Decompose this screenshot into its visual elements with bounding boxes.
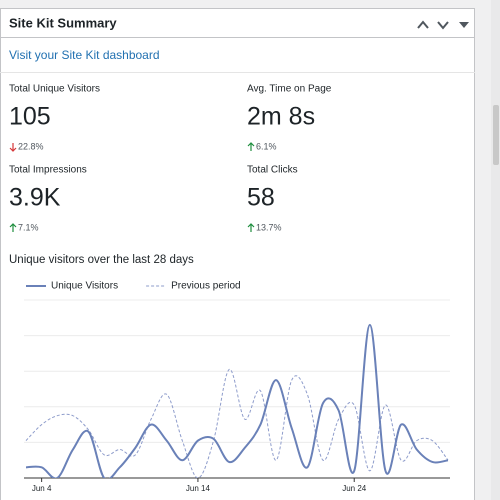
dashboard-link[interactable]: Visit your Site Kit dashboard [9,48,160,62]
change-arrow [247,142,255,151]
metric-change: 13.7% [256,222,282,232]
x-tick-label: Jun 14 [186,484,211,493]
metric-change: 22.8% [18,141,44,151]
change-arrow [9,223,17,232]
metric-label: Total Clicks [247,165,298,176]
metric-change: 6.1% [256,141,277,151]
metric-value: 2m 8s [247,103,315,131]
metric-value: 58 [247,184,275,212]
widget-title: Site Kit Summary [9,15,117,30]
toggle-panel-button[interactable] [459,22,469,28]
change-arrow [247,223,255,232]
scrollbar-track [491,0,500,500]
metric-value: 105 [9,103,51,131]
metric-label: Avg. Time on Page [247,84,332,95]
series-line [25,368,449,478]
legend-label: Unique Visitors [51,281,118,292]
metric-change: 7.1% [18,222,39,232]
move-down-button[interactable] [437,21,449,30]
scrollbar-thumb [493,105,499,165]
chart-title: Unique visitors over the last 28 days [9,254,194,266]
move-up-button[interactable] [417,20,429,29]
series-line [25,323,449,478]
widget-panel [0,8,475,500]
x-tick-label: Jun 24 [342,484,367,493]
metric-label: Total Unique Visitors [9,84,100,95]
metric-label: Total Impressions [9,165,87,176]
metric-value: 3.9K [9,184,61,212]
change-arrow [9,143,17,152]
x-tick-label: Jun 4 [32,484,52,493]
legend-label: Previous period [171,281,240,292]
